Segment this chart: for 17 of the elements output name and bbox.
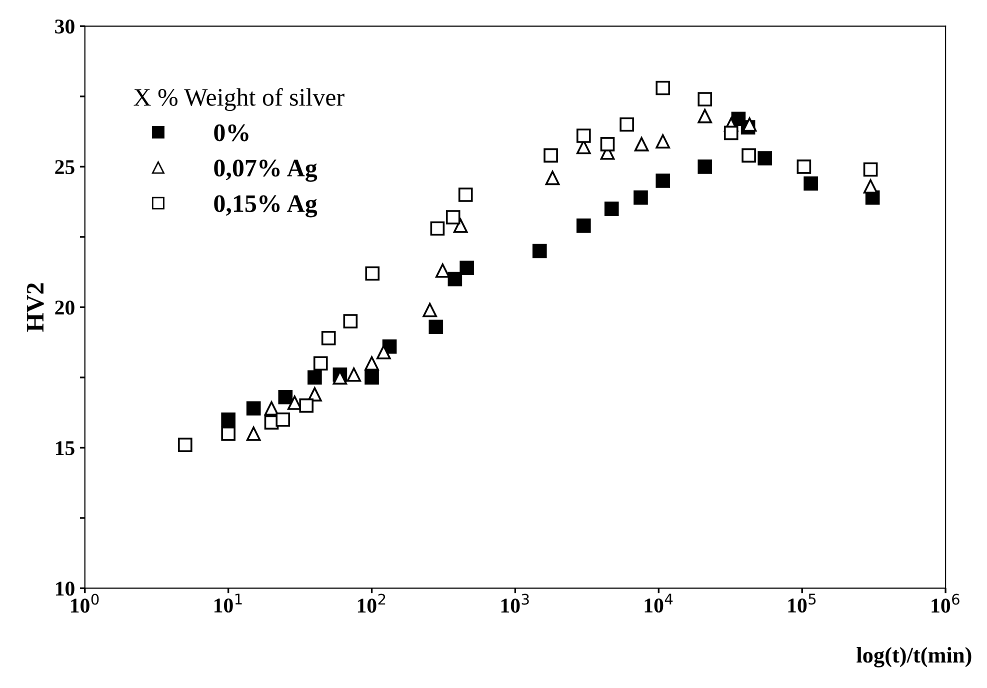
y-tick-label: 30 [55,20,74,34]
x-tick-label: 10$^{1}$ [214,594,242,613]
x-axis-title: log(t)/t(min) [856,647,972,668]
y-tick-label: 20 [55,300,74,315]
x-tick-label: 10$^{2}$ [358,594,386,613]
y-tick-label: 15 [56,441,74,456]
x-tick-label: 10$^{3}$ [501,594,529,613]
x-tick-label: 10$^{4}$ [644,594,673,613]
legend-label: 0% [214,124,248,142]
legend-label: 0,07% Ag [214,160,318,182]
x-tick-label: 10$^{6}$ [932,594,960,613]
y-axis-title: HV2 [26,283,44,332]
y-tick-label: 25 [55,160,74,174]
legend-label: 0,15% Ag [214,195,318,218]
legend-title: X % Weight of silver [134,88,344,111]
x-tick-label: 10$^{5}$ [788,594,816,613]
y-tick-label: 10 [56,582,74,596]
